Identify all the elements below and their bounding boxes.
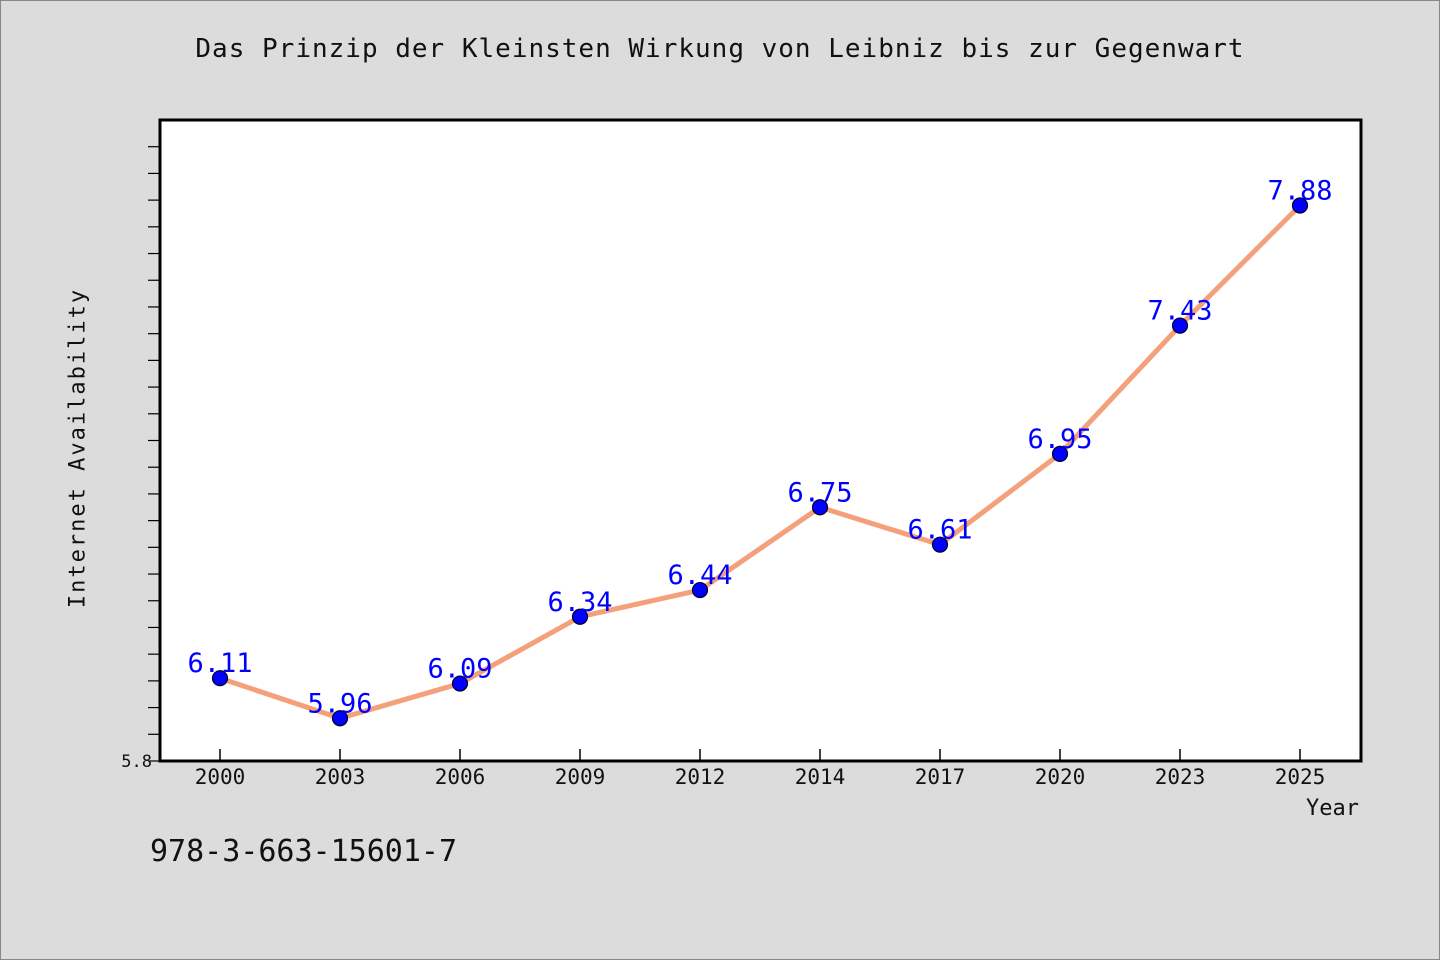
x-tick-label: 2014 <box>795 765 846 789</box>
x-tick-label: 2017 <box>915 765 966 789</box>
data-label: 7.43 <box>1147 296 1212 327</box>
x-axis-label: Year <box>1306 796 1359 821</box>
chart-title: Das Prinzip der Kleinsten Wirkung von Le… <box>195 34 1245 64</box>
x-tick-label: 2006 <box>435 765 486 789</box>
data-point <box>331 710 349 727</box>
x-tick-label: 2025 <box>1275 765 1326 789</box>
x-tick-label: 2009 <box>555 765 606 789</box>
x-tick-label: 2023 <box>1155 765 1206 789</box>
data-point <box>1051 445 1069 462</box>
y-tick-label: 5.8 <box>121 752 152 772</box>
data-label: 6.11 <box>187 648 252 679</box>
data-label: 6.61 <box>907 515 972 546</box>
data-label: 6.44 <box>667 560 732 591</box>
series-line <box>217 202 1303 721</box>
x-axis-ticks: 2000 2003 2006 2009 2012 2014 2017 2020 2023 2025 <box>195 749 1326 789</box>
data-point <box>811 499 829 516</box>
data-label: 7.88 <box>1267 175 1332 206</box>
data-label: 6.75 <box>787 477 852 508</box>
data-point <box>931 536 949 553</box>
data-label: 6.95 <box>1027 424 1092 455</box>
data-point <box>571 608 589 625</box>
data-point <box>1171 317 1189 334</box>
y-axis-ticks: 5.8 <box>121 146 160 772</box>
plot-area <box>158 118 1363 763</box>
data-point <box>451 675 469 692</box>
x-tick-label: 2000 <box>195 765 246 789</box>
data-label: 6.09 <box>427 654 492 685</box>
x-tick-label: 2012 <box>675 765 726 789</box>
data-labels: 6.11 5.96 6.09 6.34 6.44 6.75 6.61 6.95 7.43 7.88 <box>187 175 1332 719</box>
isbn-text: 978-3-663-15601-7 <box>150 834 458 869</box>
data-label: 5.96 <box>307 688 372 719</box>
x-tick-label: 2003 <box>315 765 366 789</box>
x-tick-label: 2020 <box>1035 765 1086 789</box>
data-label: 6.34 <box>547 587 612 618</box>
data-point <box>691 581 709 599</box>
series-markers <box>211 197 1309 727</box>
data-point <box>211 670 229 687</box>
data-point <box>1291 197 1309 214</box>
